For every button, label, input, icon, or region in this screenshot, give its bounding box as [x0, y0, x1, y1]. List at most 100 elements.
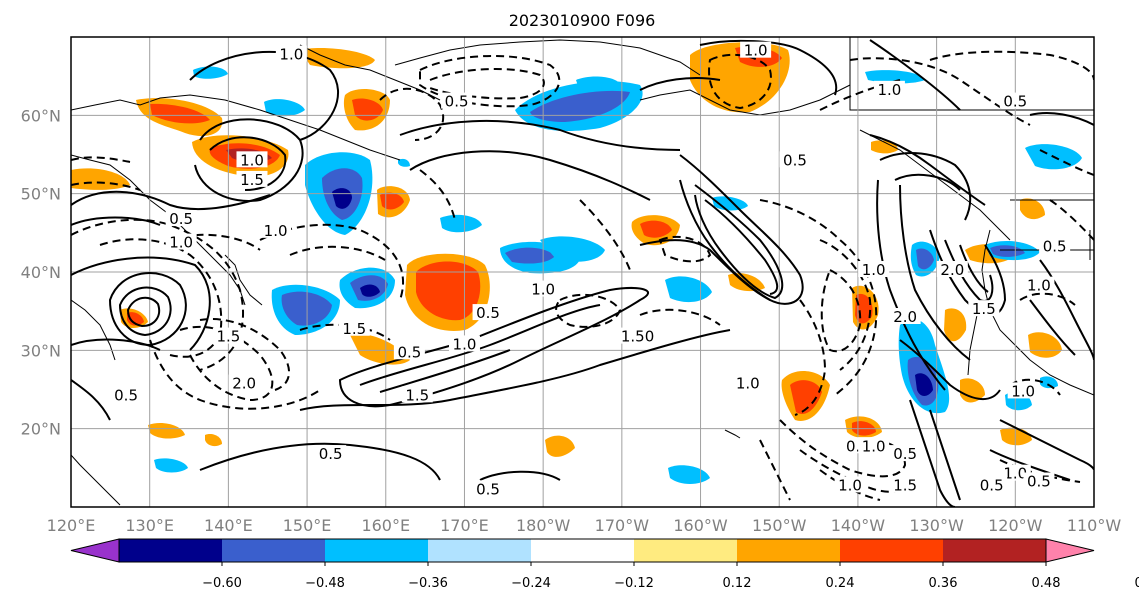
contour-label-bg: [858, 437, 890, 454]
contour-label: 1.5: [216, 328, 240, 346]
contour-label-bg: [228, 374, 260, 391]
lon-tick-label: 180°W: [516, 516, 571, 535]
contour-label: 0.5: [476, 480, 500, 498]
anomaly-shading: [71, 42, 1082, 484]
contour-label-bg: [236, 170, 268, 187]
colorbar-outline: [118, 538, 1047, 563]
colorbar-segment: [737, 539, 840, 562]
colorbar: [70, 538, 1095, 563]
map-plot-area: 1.0 1.01.00.50.50.51.01.00.51.0 1.500.51.5…: [71, 37, 1094, 507]
contour-label-bg: [834, 476, 866, 493]
contour-label-bg: [212, 327, 244, 344]
contour-label: 1.0: [877, 81, 901, 99]
contour-label: 1.5: [240, 171, 264, 189]
colorbar-tick-label: 0.24: [826, 576, 855, 591]
contour-label-bg: [889, 476, 921, 493]
contour-label-bg: [858, 261, 890, 277]
contour-label-bg: [165, 210, 197, 227]
contour-label: 1.5: [972, 300, 996, 318]
contour-label-bg: [976, 476, 1008, 493]
contour-label-bg: [732, 374, 764, 391]
contour-label: 1.0: [1011, 382, 1035, 400]
contour-label: 0.5: [476, 304, 500, 322]
colorbar-segment: [222, 539, 325, 562]
contour-label-bg: [740, 41, 772, 58]
contour-label-bg: [165, 233, 197, 250]
colorbar-segment: [943, 539, 1046, 562]
colorbar-tick-label: 0.60: [1135, 576, 1139, 591]
contour-label: 0.5: [397, 343, 421, 361]
contour-label: 1.50: [621, 328, 654, 346]
colorbar-segment: [531, 539, 634, 562]
colorbar-tick-label: 0.12: [723, 576, 752, 591]
colorbar-tick-label: −0.48: [305, 576, 345, 591]
colorbar-tick-label: −0.24: [511, 576, 551, 591]
contour-label-bg: [472, 304, 504, 321]
lon-tick-label: 150°W: [752, 516, 807, 535]
contour-label: 0.5: [893, 445, 917, 463]
contour-label: 1.0: [1003, 465, 1027, 483]
contour-label: 2.0: [893, 308, 917, 326]
contour-label-bg: [338, 319, 370, 336]
contour-label: 0.5: [445, 93, 469, 111]
lat-tick-label: 60°N: [21, 106, 61, 125]
contour-label-bg: [1023, 472, 1055, 489]
contour-label-bg: [401, 386, 433, 403]
colorbar-segment: [840, 539, 943, 562]
contour-label: 0.5: [114, 386, 138, 404]
contour-label-bg: [448, 335, 480, 352]
lat-tick-label: 30°N: [21, 341, 61, 360]
lon-tick-label: 160°E: [361, 516, 410, 535]
contour-label: 1.0: [453, 335, 477, 353]
colorbar-segment: [119, 539, 222, 562]
map-frame: [70, 36, 1095, 508]
lon-tick-label: 120°E: [47, 516, 96, 535]
contour-label: 0.5: [783, 151, 807, 169]
contour-label: 0.5: [169, 210, 193, 228]
contour-label-bg: [936, 261, 968, 277]
latitude-labels: 60°N 50°N 40°N 30°N 20°N: [21, 106, 61, 438]
contour-label-bg: [1039, 237, 1071, 254]
contour-label-bg: [110, 386, 142, 403]
contour-label: 2.0: [940, 261, 964, 279]
contour-label: 1.0: [279, 46, 303, 64]
contour-label-bg: [275, 45, 307, 62]
lon-tick-label: 120°W: [988, 516, 1043, 535]
contour-label: 0.5: [980, 476, 1004, 494]
contour-label: 2.0: [232, 375, 256, 393]
contour-label: 0.5: [1003, 93, 1027, 111]
lat-tick-label: 40°N: [21, 263, 61, 282]
lon-tick-label: 130°E: [125, 516, 174, 535]
contour-label-bg: [1007, 382, 1039, 399]
contour-label: 1.0: [531, 281, 555, 299]
colorbar-tick-label: −0.36: [408, 576, 448, 591]
contour-label: 1.0: [240, 151, 264, 169]
contour-label: 1.0: [736, 375, 760, 393]
longitude-labels: 120°E 130°E 140°E 150°E 160°E 170°E 180°W 170°W…: [47, 516, 1122, 535]
lon-tick-label: 140°W: [831, 516, 886, 535]
contour-label-bg: [889, 445, 921, 462]
colorbar-extend-min: [70, 538, 120, 563]
contour-label-bg: [441, 92, 473, 109]
colorbar-tick-label: −0.12: [614, 576, 654, 591]
contour-label: 1.0: [1027, 277, 1051, 295]
contour-label-bg: [260, 221, 292, 238]
colorbar-extend-max: [1045, 538, 1095, 563]
contour-label: 1.0: [838, 476, 862, 494]
colorbar-segment: [325, 539, 428, 562]
colorbar-tick-label: −0.60: [202, 576, 242, 591]
contour-label-bg: [472, 480, 504, 497]
contour-label-bg: [315, 445, 347, 462]
contour-label-bg: [617, 327, 658, 344]
contour-label: 0.5: [1027, 473, 1051, 491]
contour-label-bg: [889, 308, 921, 324]
lat-tick-label: 20°N: [21, 420, 61, 439]
colorbar-tick-label: 0.48: [1032, 576, 1061, 591]
contour-label: 1.0: [862, 261, 886, 279]
contour-label: 1.5: [405, 386, 429, 404]
colorbar-segment: [634, 539, 737, 562]
lon-tick-label: 170°W: [595, 516, 650, 535]
lon-tick-label: 170°E: [440, 516, 489, 535]
contour-label-bg: [1023, 276, 1055, 293]
contour-label-bg: [968, 300, 1000, 317]
